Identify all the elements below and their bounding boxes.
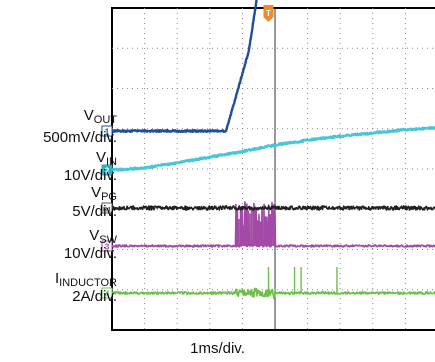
vpg-label: VPG [91, 184, 117, 203]
vpg-marker-text: R1 [103, 207, 112, 214]
iinductor-scale-label: 2A/div. [72, 288, 117, 305]
trigger-marker-label: T [266, 9, 271, 18]
vsw-marker-box [101, 240, 113, 252]
vin-marker-box [101, 164, 113, 176]
vpg-trace [111, 205, 435, 211]
vout-channel-marker: 1 [101, 125, 113, 137]
vin-channel-marker: 2 [101, 164, 113, 176]
vpg-scale-label: 5V/div. [72, 203, 117, 220]
timebase-label: 1ms/div. [190, 340, 245, 357]
iind-channel-marker: 4 [101, 287, 113, 299]
trigger-marker: T [263, 5, 274, 22]
vsw-channel-marker: 3 [101, 240, 113, 252]
vpg-channel-marker: R1 [101, 202, 113, 214]
vout-label: VOUT [83, 107, 117, 126]
vsw-marker-text: 3 [105, 242, 110, 252]
vin-trace [111, 126, 435, 172]
vout-scale-label: 500mV/div. [43, 129, 117, 146]
iind-trace [111, 287, 435, 300]
vsw-label: VSW [89, 227, 117, 246]
vout-marker-text: 1 [105, 127, 110, 137]
vin-scale-label: 10V/div. [63, 167, 117, 184]
iinductor-label: IINDUCTOR [54, 270, 117, 289]
vin-label: VIN [95, 149, 117, 168]
vpg-marker-box [101, 202, 113, 214]
trigger-marker-shape [263, 5, 274, 22]
vout-marker-box [101, 125, 113, 137]
vin-marker-text: 2 [105, 166, 110, 176]
iind-marker-box [101, 287, 113, 299]
iind-marker-text: 4 [105, 289, 110, 299]
vout-trace [111, 0, 258, 134]
vsw-scale-label: 10V/div. [63, 245, 117, 262]
plot-frame [111, 7, 435, 331]
